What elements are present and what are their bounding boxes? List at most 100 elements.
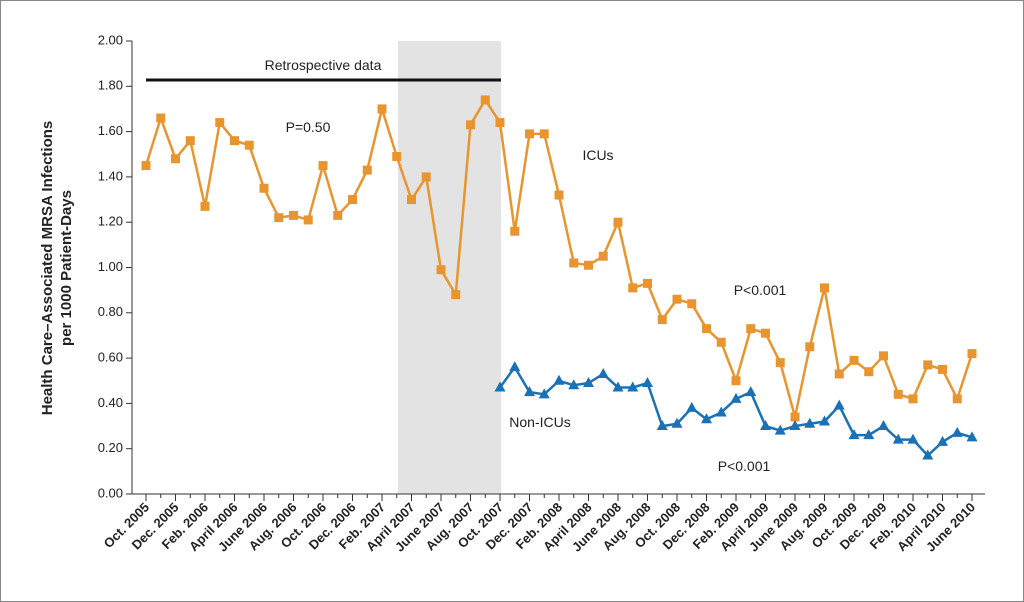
marker [584, 260, 593, 270]
marker [907, 433, 919, 444]
marker [642, 377, 653, 388]
marker [656, 420, 668, 431]
marker [628, 283, 638, 293]
marker [878, 420, 889, 431]
y-tick-label: 0.00 [98, 485, 123, 500]
marker [524, 386, 535, 397]
marker [185, 136, 195, 146]
y-tick-label: 0.60 [98, 350, 123, 365]
shaded-period [398, 41, 501, 494]
marker [612, 381, 624, 392]
marker [775, 358, 785, 368]
marker [951, 426, 963, 437]
marker [539, 129, 549, 139]
marker [494, 381, 506, 392]
marker [789, 420, 801, 431]
marker [538, 388, 550, 399]
marker [671, 417, 683, 428]
marker [141, 161, 151, 171]
marker [303, 215, 313, 225]
marker [333, 210, 343, 220]
marker [923, 360, 933, 370]
marker [553, 374, 565, 385]
marker [804, 417, 816, 428]
y-tick-label: 1.40 [98, 168, 123, 183]
marker [774, 424, 786, 435]
y-axis-label: Health Care–Associated MRSA Infections [39, 121, 56, 416]
marker [274, 213, 284, 223]
y-tick-label: 0.80 [98, 304, 123, 319]
marker [451, 290, 461, 300]
marker [510, 226, 520, 236]
annotation: Retrospective data [265, 57, 382, 73]
marker [495, 118, 505, 128]
marker [790, 412, 800, 422]
marker [597, 367, 609, 378]
marker [966, 431, 978, 442]
marker [834, 369, 844, 379]
marker [686, 401, 698, 412]
marker [568, 379, 580, 390]
annotation: P=0.50 [286, 119, 331, 135]
marker [525, 129, 534, 139]
marker [731, 376, 741, 386]
marker [715, 406, 727, 417]
marker [627, 381, 639, 392]
marker [377, 104, 387, 114]
marker [702, 324, 711, 334]
marker [849, 355, 859, 365]
annotation: P<0.001 [718, 458, 771, 474]
marker [938, 364, 947, 374]
y-axis-label: per 1000 Patient-Days [58, 190, 75, 346]
marker [613, 217, 623, 227]
marker [701, 413, 712, 424]
marker [864, 367, 874, 377]
marker [908, 394, 918, 404]
marker [171, 154, 180, 164]
marker [819, 415, 830, 426]
marker [466, 120, 475, 130]
y-axis-title: Health Care–Associated MRSA Infections p… [39, 121, 75, 416]
marker [967, 349, 977, 359]
marker [392, 152, 402, 162]
marker [230, 136, 239, 146]
marker [598, 251, 608, 261]
marker [244, 140, 254, 150]
marker [745, 386, 757, 397]
marker [879, 351, 888, 361]
marker [348, 195, 357, 205]
annotation: P<0.001 [734, 282, 787, 298]
marker [863, 429, 875, 440]
marker [730, 392, 742, 403]
marker [657, 315, 667, 325]
marker [643, 278, 652, 288]
marker [922, 449, 934, 460]
marker [760, 420, 771, 431]
marker [952, 394, 962, 404]
marker [362, 165, 372, 175]
marker [761, 328, 770, 338]
marker [318, 161, 328, 171]
marker [200, 201, 210, 211]
annotation: Non-ICUs [509, 414, 570, 430]
y-tick-label: 1.80 [98, 78, 123, 93]
marker [937, 435, 948, 446]
y-tick-label: 0.20 [98, 440, 123, 455]
marker [259, 183, 269, 193]
marker [569, 258, 579, 268]
marker [820, 283, 829, 293]
marker [583, 377, 594, 388]
marker [805, 342, 815, 352]
marker [480, 95, 490, 105]
marker [833, 399, 845, 410]
marker [687, 299, 697, 309]
marker [156, 113, 166, 123]
y-tick-label: 0.40 [98, 395, 123, 410]
marker [509, 361, 521, 372]
marker [421, 172, 431, 182]
marker [893, 389, 903, 399]
y-tick-label: 2.00 [98, 32, 123, 47]
